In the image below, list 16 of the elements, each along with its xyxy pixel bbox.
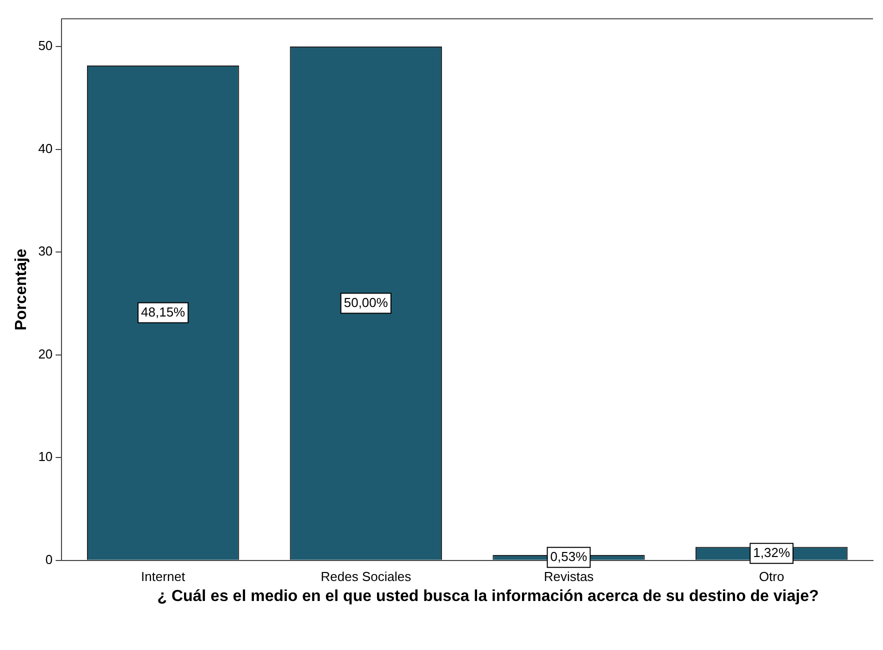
data-label: 0,53%: [550, 549, 588, 564]
data-label: 48,15%: [141, 304, 186, 320]
y-tick-label: 30: [38, 244, 53, 259]
y-axis-title: Porcentaje: [13, 248, 30, 331]
y-tick-label: 40: [38, 140, 53, 156]
y-tick-label: 50: [38, 38, 53, 54]
data-label: 50,00%: [344, 294, 388, 310]
x-tick-label: Revistas: [544, 568, 594, 584]
y-tick-label: 20: [38, 346, 53, 362]
y-tick-label: 10: [38, 449, 53, 464]
x-tick-label: Internet: [141, 568, 186, 584]
x-tick-label: Otro: [758, 568, 784, 584]
x-tick-label: Redes Sociales: [320, 568, 412, 584]
x-axis-title: ¿ Cuál es el medio en el que usted busca la información acerca de su destino de viaje?: [156, 588, 820, 606]
data-label: 1,32%: [753, 544, 790, 560]
y-tick-label: 0: [45, 552, 53, 567]
